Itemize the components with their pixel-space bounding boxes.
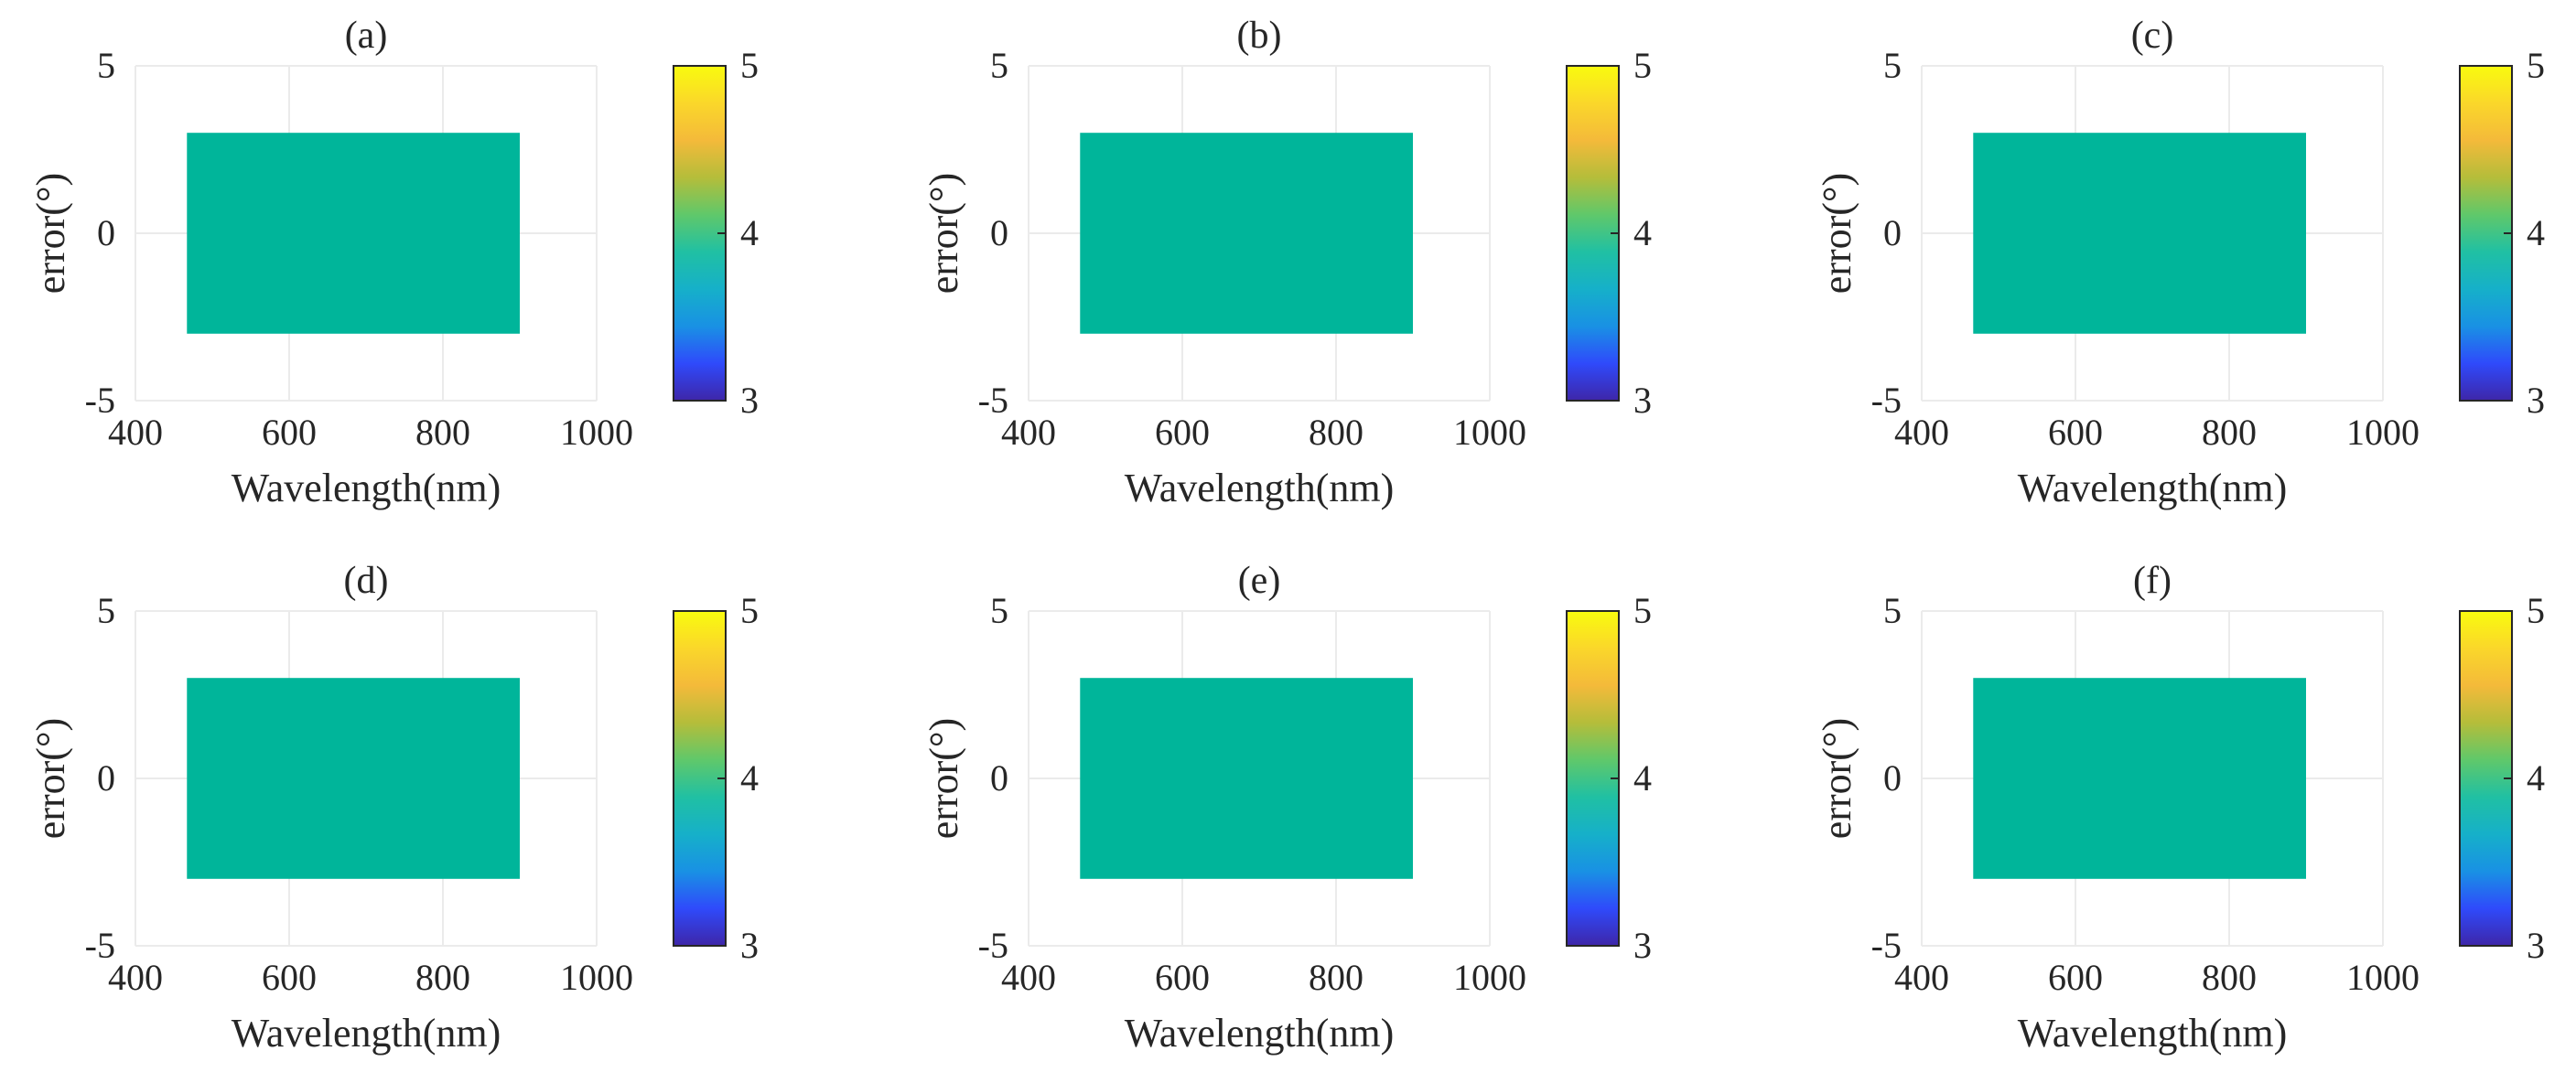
x-tick-label: 1000 xyxy=(1453,957,1526,998)
subplot-title: (e) xyxy=(1238,560,1281,602)
heatmap-region xyxy=(187,678,520,879)
colorbar xyxy=(673,610,727,947)
y-tick-label: -5 xyxy=(85,925,115,966)
x-tick-label: 1000 xyxy=(560,412,633,453)
y-tick-label: -5 xyxy=(1871,925,1902,966)
y-tick-label: 0 xyxy=(990,212,1008,253)
colorbar-tick-label: 3 xyxy=(740,380,759,421)
subplot-title: (b) xyxy=(1237,15,1282,57)
x-tick-label: 1000 xyxy=(560,957,633,998)
y-tick-label: 0 xyxy=(990,757,1008,799)
subplot-title: (a) xyxy=(345,15,388,57)
colorbar-tick-label: 4 xyxy=(740,212,759,253)
subplot-title: (c) xyxy=(2131,15,2174,57)
y-tick-label: 0 xyxy=(1883,212,1902,253)
colorbar xyxy=(2459,65,2513,402)
colorbar-tick-label: 4 xyxy=(1633,212,1652,253)
y-axis-label: error(°) xyxy=(28,173,73,294)
x-axis-label: Wavelength(nm) xyxy=(1125,1011,1395,1056)
y-tick-label: 5 xyxy=(97,590,115,631)
heatmap-region xyxy=(1080,133,1413,334)
colorbar-tick-label: 5 xyxy=(1633,590,1652,631)
x-axis-label: Wavelength(nm) xyxy=(2018,1011,2288,1056)
x-axis-label: Wavelength(nm) xyxy=(232,1011,501,1056)
y-tick-label: 5 xyxy=(97,45,115,86)
x-tick-label: 600 xyxy=(262,412,317,453)
x-tick-label: 1000 xyxy=(2346,957,2420,998)
colorbar-tick-label: 4 xyxy=(2527,212,2545,253)
y-axis-label: error(°) xyxy=(1815,173,1859,294)
colorbar-tick-label: 3 xyxy=(2527,925,2545,966)
x-tick-label: 400 xyxy=(1894,412,1949,453)
y-tick-label: -5 xyxy=(978,380,1008,421)
x-axis-label: Wavelength(nm) xyxy=(232,466,501,510)
x-tick-label: 600 xyxy=(2048,957,2103,998)
heatmap-region xyxy=(1973,678,2306,879)
colorbar-tick-label: 5 xyxy=(2527,590,2545,631)
colorbar-tick-label: 5 xyxy=(740,45,759,86)
colorbar-tick-label: 4 xyxy=(2527,757,2545,799)
x-axis-label: Wavelength(nm) xyxy=(1125,466,1395,510)
y-tick-label: 0 xyxy=(97,212,115,253)
subplot-title: (f) xyxy=(2133,560,2172,602)
x-tick-label: 800 xyxy=(1309,957,1363,998)
y-tick-label: -5 xyxy=(85,380,115,421)
x-tick-label: 800 xyxy=(2202,412,2257,453)
y-axis-label: error(°) xyxy=(922,718,966,839)
x-tick-label: 400 xyxy=(1894,957,1949,998)
x-tick-label: 400 xyxy=(108,957,163,998)
x-tick-label: 600 xyxy=(262,957,317,998)
y-tick-label: 0 xyxy=(1883,757,1902,799)
x-tick-label: 800 xyxy=(415,957,470,998)
colorbar xyxy=(2459,610,2513,947)
x-axis-label: Wavelength(nm) xyxy=(2018,466,2288,510)
y-tick-label: 5 xyxy=(1883,45,1902,86)
y-tick-label: 5 xyxy=(990,590,1008,631)
y-tick-label: 0 xyxy=(97,757,115,799)
x-tick-label: 400 xyxy=(1001,412,1056,453)
y-tick-label: -5 xyxy=(978,925,1008,966)
x-tick-label: 800 xyxy=(1309,412,1363,453)
colorbar-tick-label: 5 xyxy=(740,590,759,631)
colorbar-tick-label: 3 xyxy=(2527,380,2545,421)
heatmap-region xyxy=(1080,678,1413,879)
subplot-c: 400 600 800 1000 5 0 -5 (c) Wavelength(nm) error(… xyxy=(1815,15,2545,510)
x-tick-label: 800 xyxy=(2202,957,2257,998)
colorbar-tick-label: 5 xyxy=(2527,45,2545,86)
x-tick-label: 1000 xyxy=(1453,412,1526,453)
x-tick-label: 400 xyxy=(1001,957,1056,998)
colorbar-tick-label: 4 xyxy=(740,757,759,799)
y-axis-label: error(°) xyxy=(28,718,73,839)
subplot-f: 400 600 800 1000 5 0 -5 (f) Wavelength(nm) error(… xyxy=(1815,560,2545,1056)
y-axis-label: error(°) xyxy=(1815,718,1859,839)
subplot-b: 400 600 800 1000 5 0 -5 (b) Wavelength(nm) error(… xyxy=(922,15,1652,510)
heatmap-region xyxy=(1973,133,2306,334)
colorbar-tick-label: 3 xyxy=(1633,925,1652,966)
colorbar xyxy=(673,65,727,402)
subplot-a: 400 600 800 1000 5 0 -5 (a) Wavelength(nm) error(… xyxy=(28,15,759,510)
colorbar-tick-label: 3 xyxy=(1633,380,1652,421)
y-tick-label: 5 xyxy=(1883,590,1902,631)
colorbar xyxy=(1566,610,1620,947)
colorbar-tick-label: 3 xyxy=(740,925,759,966)
y-tick-label: -5 xyxy=(1871,380,1902,421)
y-tick-label: 5 xyxy=(990,45,1008,86)
subplot-e: 400 600 800 1000 5 0 -5 (e) Wavelength(nm) error(… xyxy=(922,560,1652,1056)
x-tick-label: 800 xyxy=(415,412,470,453)
subplot-d: 400 600 800 1000 5 0 -5 (d) Wavelength(nm) error(… xyxy=(28,560,759,1056)
x-tick-label: 600 xyxy=(1155,957,1210,998)
colorbar-tick-label: 5 xyxy=(1633,45,1652,86)
x-tick-label: 400 xyxy=(108,412,163,453)
heatmap-region xyxy=(187,133,520,334)
x-tick-label: 600 xyxy=(1155,412,1210,453)
x-tick-label: 1000 xyxy=(2346,412,2420,453)
colorbar-tick-label: 4 xyxy=(1633,757,1652,799)
y-axis-label: error(°) xyxy=(922,173,966,294)
x-tick-label: 600 xyxy=(2048,412,2103,453)
subplot-title: (d) xyxy=(344,560,389,602)
